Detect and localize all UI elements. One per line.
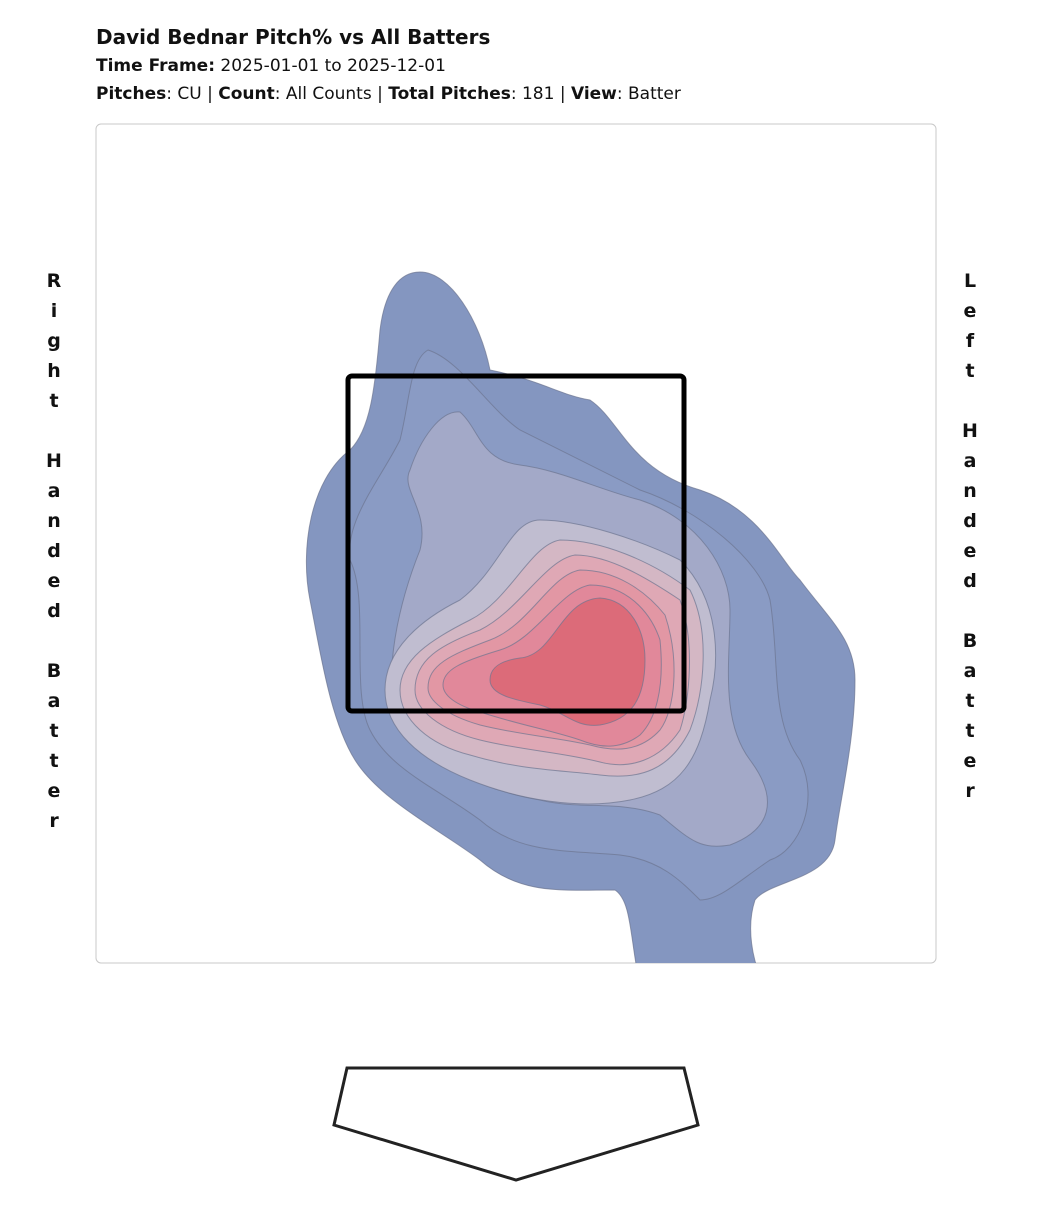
field-value: 2025-01-01 to 2025-12-01 (215, 56, 446, 76)
side-label: Left Handed Batter (959, 270, 981, 810)
density-contours (305, 271, 856, 963)
field-label: Count (218, 84, 275, 104)
side-label: Right Handed Batter (43, 270, 65, 840)
field-label: Pitches (96, 84, 167, 104)
field-value: : Batter (616, 84, 681, 104)
subtitle-line: Pitches: CU | Count: All Counts | Total … (96, 84, 681, 104)
strike-zone (345, 373, 687, 714)
field-value: : CU | (166, 84, 219, 104)
chart-title: David Bednar Pitch% vs All Batters (96, 25, 491, 49)
field-value: : 181 | (510, 84, 571, 104)
subtitle-line: Time Frame: 2025-01-01 to 2025-12-01 (96, 56, 446, 76)
field-label: Total Pitches (388, 84, 511, 104)
home-plate (332, 1066, 700, 1182)
field-label: View (570, 84, 617, 104)
field-value: : All Counts | (274, 84, 389, 104)
field-label: Time Frame: (96, 56, 216, 76)
